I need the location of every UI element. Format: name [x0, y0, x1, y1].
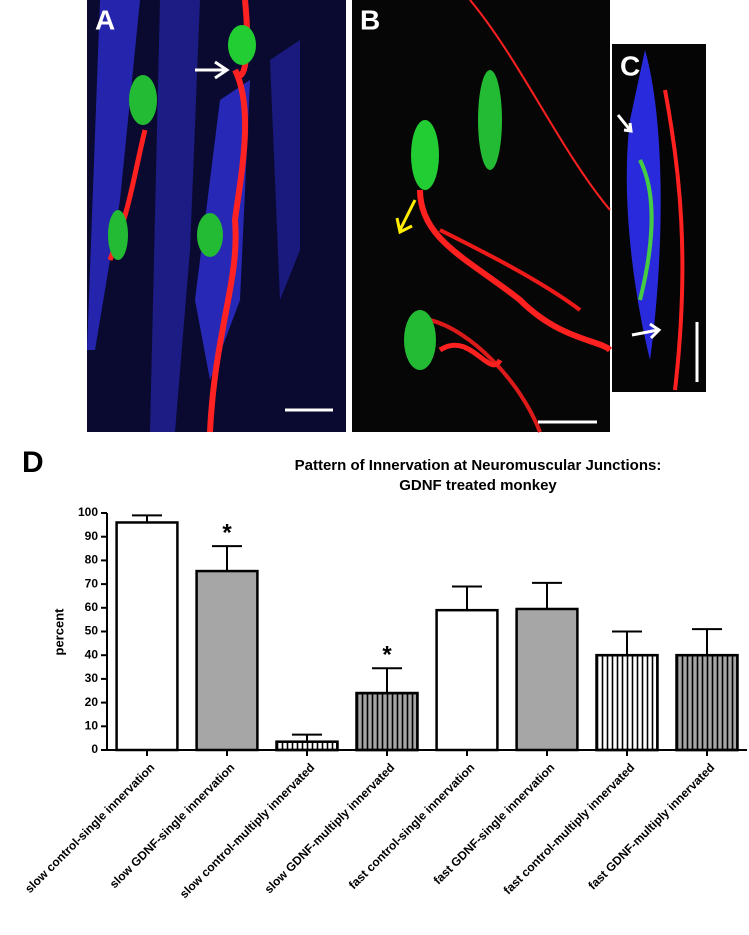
bar-hatch	[675, 653, 739, 752]
x-tick-label: slow GDNF-single innervation	[107, 760, 238, 891]
x-tick-label: fast control-single innervation	[346, 760, 478, 892]
chart-title: GDNF treated monkey	[399, 477, 557, 494]
x-tick-label: fast GDNF-multiply innervated	[585, 760, 717, 892]
plot: 0 10 20 30 40 50 60 70 80 90 100 slow control-singl…	[22, 505, 747, 901]
y-tick-label: 60	[85, 600, 99, 614]
bar	[195, 569, 259, 752]
chart-title: Pattern of Innervation at Neuromuscular …	[295, 457, 662, 474]
x-tick-label: slow control-single innervation	[22, 760, 157, 895]
x-tick-label: slow control-multiply innervated	[177, 760, 317, 900]
y-tick-label: 90	[85, 529, 99, 543]
panel-label: A	[95, 4, 115, 35]
y-tick-label: 20	[85, 695, 99, 709]
panel-label: D	[22, 446, 44, 479]
micrograph-b	[352, 0, 613, 433]
x-tick-label: fast control-multiply innervated	[501, 760, 638, 897]
micrograph-a	[87, 0, 346, 433]
significance-marker: *	[222, 520, 232, 547]
y-tick-label: 0	[91, 742, 98, 756]
x-tick-label: slow GDNF-multiply innervated	[262, 760, 398, 896]
significance-marker: *	[382, 642, 392, 669]
micrograph-c	[612, 44, 706, 392]
y-axis-label: percent	[51, 608, 66, 656]
y-tick-label: 10	[85, 718, 99, 732]
bar-hatch	[595, 653, 659, 752]
bar	[115, 521, 179, 752]
bar-hatch	[275, 740, 339, 752]
bar	[515, 607, 579, 752]
bar-hatch	[355, 691, 419, 752]
panel-label: C	[620, 50, 640, 81]
y-tick-label: 100	[78, 505, 98, 519]
y-tick-label: 40	[85, 647, 99, 661]
y-tick-label: 80	[85, 553, 99, 567]
y-tick-label: 70	[85, 576, 99, 590]
bar	[435, 608, 499, 752]
y-tick-label: 30	[85, 671, 99, 685]
y-tick-label: 50	[85, 624, 99, 638]
panel-label: B	[360, 4, 380, 35]
